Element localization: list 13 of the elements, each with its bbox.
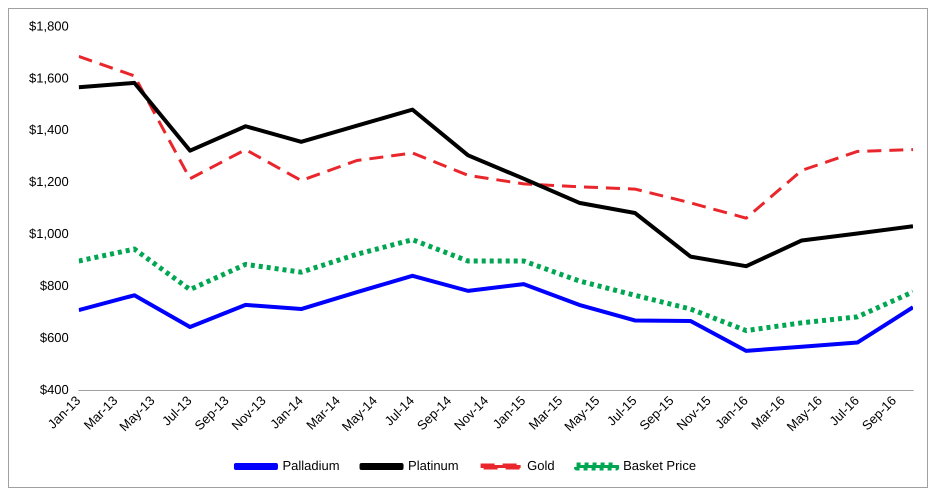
legend-label: Basket Price: [623, 458, 696, 474]
y-tick-label: $1,400: [28, 122, 69, 138]
legend-label: Platinum: [408, 458, 459, 474]
y-tick-label: $400: [40, 382, 69, 397]
y-tick-label: $1,000: [28, 226, 69, 242]
y-tick-label: $800: [40, 278, 69, 294]
y-tick-label: $1,600: [28, 70, 69, 86]
y-tick-label: $1,200: [28, 174, 69, 190]
legend-label: Palladium: [282, 458, 340, 474]
y-tick-label: $1,800: [28, 18, 69, 34]
y-tick-label: $600: [40, 330, 69, 345]
legend-label: Gold: [527, 458, 555, 474]
line-series: [78, 54, 913, 220]
